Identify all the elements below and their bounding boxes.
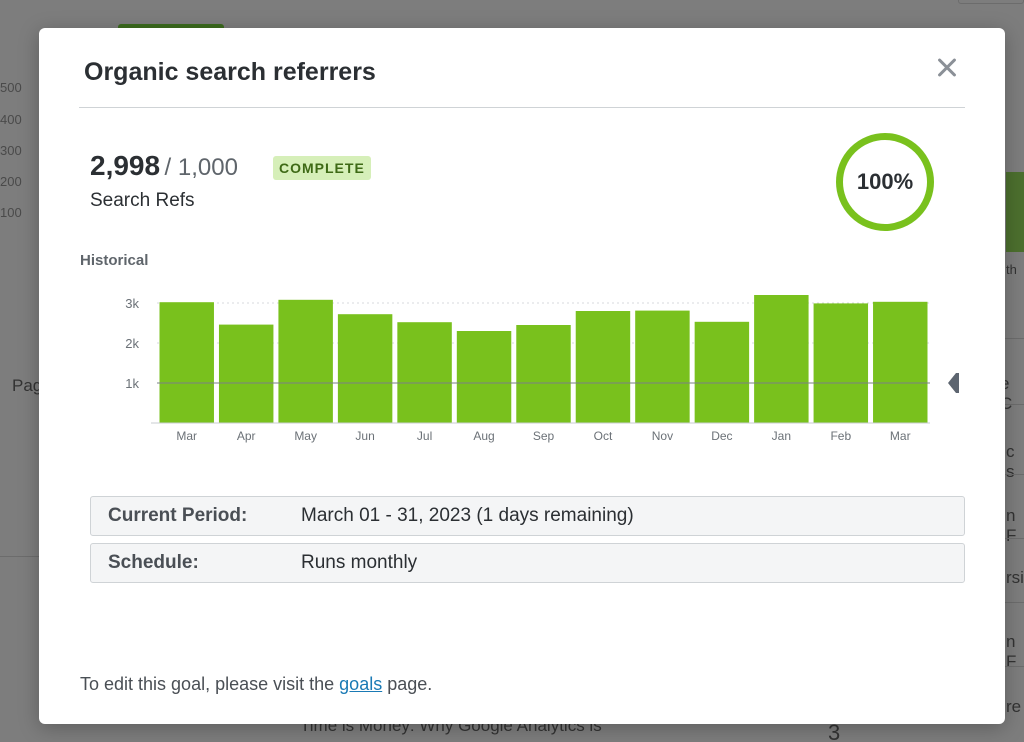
background-axis-label: 400: [0, 112, 22, 127]
x-tick-label: Jun: [355, 429, 374, 443]
y-tick-label: 3k: [125, 296, 139, 311]
schedule-value: Runs monthly: [301, 552, 418, 573]
background-text: n F: [1006, 632, 1017, 671]
background-green-bar: [1006, 172, 1024, 252]
close-icon[interactable]: [933, 54, 961, 82]
historical-bar-chart: 3k 2k 1k Mar Apr May Jun Jul Aug Sep Oct Nov Dec Jan F…: [125, 295, 959, 443]
y-tick-label: 2k: [125, 336, 139, 351]
background-divider: [0, 556, 39, 557]
background-axis-label: 100: [0, 205, 22, 220]
modal-title: Organic search referrers: [84, 58, 376, 86]
x-tick-label: May: [294, 429, 317, 443]
bar: [694, 321, 750, 423]
background-text: re: [1006, 697, 1022, 716]
historical-label: Historical: [80, 252, 149, 269]
goal-modal: Organic search referrers 2,998 / 1,000 S…: [39, 28, 1005, 724]
schedule-key: Schedule:: [108, 552, 199, 573]
bar: [159, 302, 214, 423]
progress-ring: 100%: [836, 133, 934, 231]
current-period-row: Current Period: March 01 - 31, 2023 (1 d…: [90, 496, 965, 536]
background-box: [958, 0, 1024, 4]
metric-label: Search Refs: [90, 190, 195, 211]
bar: [813, 303, 869, 423]
background-axis-label: 200: [0, 174, 22, 189]
background-text: Pag: [12, 376, 43, 395]
progress-percent: 100%: [856, 169, 914, 194]
bar: [278, 299, 333, 423]
current-period-key: Current Period:: [108, 505, 248, 526]
x-tick-label: Feb: [830, 429, 851, 443]
background-text: c s: [1006, 442, 1015, 481]
x-tick-label: Oct: [594, 429, 613, 443]
status-badge: COMPLETE: [273, 156, 371, 180]
bar: [456, 331, 512, 423]
current-period-value: March 01 - 31, 2023 (1 days remaining): [301, 505, 634, 526]
bar: [575, 311, 631, 423]
bar: [516, 325, 571, 423]
y-tick-label: 1k: [125, 376, 139, 391]
x-tick-label: Mar: [890, 429, 911, 443]
x-tick-label: Aug: [473, 429, 494, 443]
metric-value: 2,998: [90, 150, 161, 181]
background-text: 3: [828, 720, 841, 742]
x-tick-label: Nov: [652, 429, 673, 443]
background-text: rsi: [1006, 568, 1024, 587]
x-tick-label: Mar: [176, 429, 197, 443]
schedule-row: Schedule: Runs monthly: [90, 543, 965, 583]
title-divider: [79, 107, 965, 108]
metric-target: / 1,000: [164, 154, 238, 181]
background-axis-label: 500: [0, 80, 22, 95]
x-tick-label: Sep: [533, 429, 555, 443]
bar: [218, 324, 274, 423]
footer-note: To edit this goal, please visit the goal…: [80, 674, 432, 695]
bar: [337, 314, 393, 423]
bar: [397, 322, 452, 423]
background-text: th: [1006, 262, 1017, 277]
background-text: n F: [1006, 506, 1017, 545]
background-axis-label: 300: [0, 143, 22, 158]
bar: [754, 295, 809, 423]
metric-summary: 2,998 / 1,000: [90, 150, 238, 182]
bar: [635, 310, 690, 423]
goal-label-tag: [948, 373, 959, 393]
bar: [873, 301, 928, 423]
footer-prefix: To edit this goal, please visit the: [80, 674, 335, 694]
x-tick-label: Jul: [417, 429, 432, 443]
x-tick-label: Dec: [711, 429, 732, 443]
x-tick-label: Jan: [772, 429, 791, 443]
x-tick-label: Apr: [237, 429, 256, 443]
footer-suffix: page.: [387, 674, 433, 694]
goals-link[interactable]: goals: [339, 674, 383, 694]
